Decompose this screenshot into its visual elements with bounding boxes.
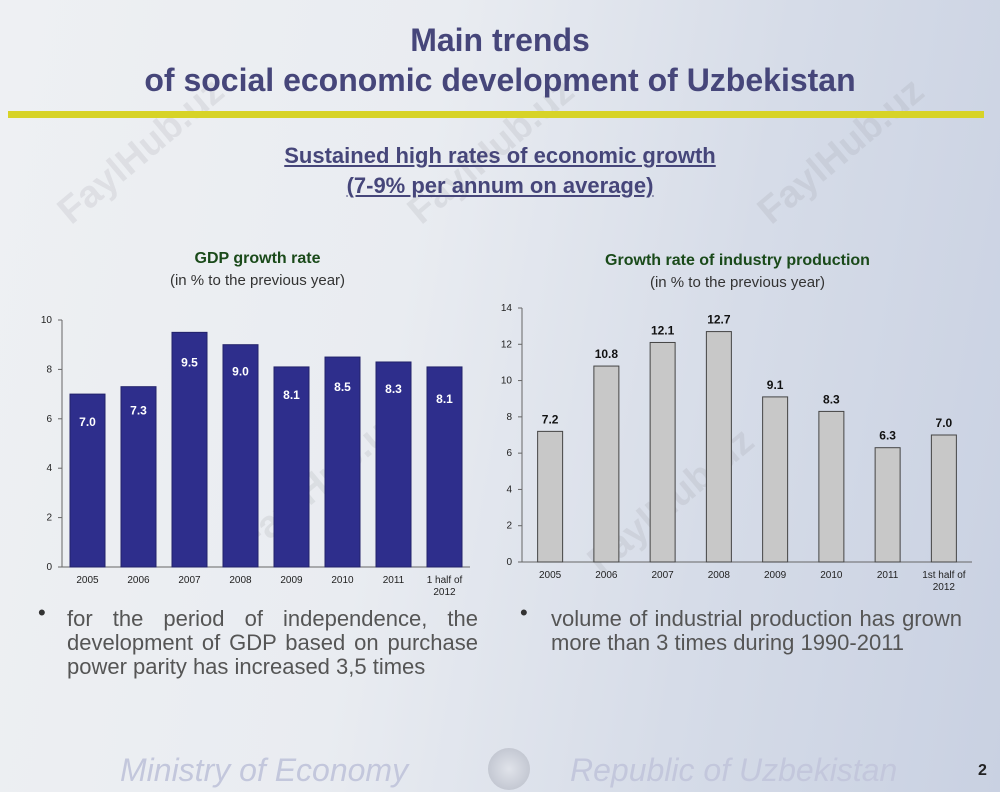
gdp-category-label: 1 half of <box>427 575 463 586</box>
industry-bar <box>593 365 620 563</box>
industry-chart-unit: (in % to the previous year) <box>649 274 826 291</box>
gdp-chart-unit: (in % to the previous year) <box>169 272 346 289</box>
industry-y-tick-label: 10 <box>501 376 513 387</box>
gdp-bar <box>375 361 412 568</box>
gdp-value-label: 8.1 <box>436 392 453 406</box>
industry-value-label: 9.1 <box>767 378 784 392</box>
industry-bar <box>762 396 789 563</box>
gdp-category-label: 2009 <box>280 575 303 586</box>
gdp-bar <box>324 356 361 568</box>
industry-y-tick-label: 0 <box>506 557 512 568</box>
industry-chart-title: Growth rate of industry production <box>605 252 870 269</box>
gdp-y-tick-label: 2 <box>46 513 52 524</box>
industry-category-label: 2012 <box>933 582 956 593</box>
page-title-line1: Main trends <box>410 22 590 58</box>
industry-category-label: 2007 <box>652 570 675 581</box>
industry-y-tick-label: 2 <box>506 521 512 532</box>
bullet-left: for the period of independence, the deve… <box>67 606 478 679</box>
industry-bar <box>818 410 845 563</box>
state-emblem-icon <box>488 748 530 790</box>
page-title-line2: of social economic development of Uzbeki… <box>144 62 856 98</box>
industry-value-label: 10.8 <box>595 347 619 361</box>
gdp-bar <box>222 344 259 568</box>
industry-value-label: 8.3 <box>823 392 840 406</box>
gdp-value-label: 8.5 <box>334 380 351 394</box>
gdp-y-tick-label: 8 <box>46 364 52 375</box>
gdp-value-label: 9.5 <box>181 355 198 369</box>
gdp-value-label: 9.0 <box>232 365 249 379</box>
industry-value-label: 12.7 <box>707 313 731 327</box>
gdp-bar <box>426 366 463 568</box>
industry-category-label: 2005 <box>539 570 562 581</box>
industry-category-label: 2011 <box>877 570 899 581</box>
gdp-y-tick-label: 0 <box>46 562 52 573</box>
gdp-chart: 0 2 4 6 8 10 7.0 2005 7.3 2006 9.5 2007 9.0 2008 8.1 20… <box>41 315 470 598</box>
industry-category-label: 2006 <box>595 570 618 581</box>
industry-value-label: 7.0 <box>936 416 953 430</box>
gdp-category-label: 2011 <box>383 575 405 586</box>
industry-category-label: 2008 <box>708 570 731 581</box>
industry-y-tick-label: 4 <box>506 484 512 495</box>
gdp-y-tick-label: 4 <box>46 463 52 474</box>
industry-value-label: 7.2 <box>542 412 559 426</box>
industry-y-tick-label: 8 <box>506 412 512 423</box>
industry-category-label: 2009 <box>764 570 787 581</box>
industry-bar <box>874 447 901 563</box>
gdp-value-label: 7.3 <box>130 404 147 418</box>
bullet-marker-right: • <box>520 600 528 625</box>
industry-y-tick-label: 6 <box>506 448 512 459</box>
industry-category-label: 2010 <box>820 570 843 581</box>
gdp-bar <box>120 386 157 568</box>
industry-bar <box>537 430 564 563</box>
gdp-y-tick-label: 10 <box>41 315 53 326</box>
footer-ministry: Ministry of Economy <box>120 752 409 788</box>
bullet-right: volume of industrial production has grow… <box>551 606 962 655</box>
gdp-category-label: 2008 <box>229 575 252 586</box>
gdp-category-label: 2007 <box>178 575 201 586</box>
title-divider <box>8 111 984 118</box>
gdp-value-label: 7.0 <box>79 415 96 429</box>
gdp-category-label: 2006 <box>127 575 150 586</box>
industry-value-label: 12.1 <box>651 323 675 337</box>
industry-category-label: 1st half of <box>922 570 966 581</box>
industry-chart: 0 2 4 6 8 10 12 14 7.2 2005 10.8 2006 12.1 2007 12.7 20… <box>501 303 972 593</box>
industry-bar <box>930 434 957 563</box>
industry-y-tick-label: 12 <box>501 339 513 350</box>
page-number: 2 <box>978 762 987 779</box>
gdp-chart-title: GDP growth rate <box>194 250 321 267</box>
gdp-bar <box>171 331 208 568</box>
bullet-marker-left: • <box>38 600 46 625</box>
gdp-bar <box>273 366 310 568</box>
gdp-value-label: 8.3 <box>385 382 402 396</box>
industry-bar <box>649 341 676 563</box>
industry-value-label: 6.3 <box>879 429 896 443</box>
industry-bar <box>705 331 732 563</box>
gdp-y-tick-label: 6 <box>46 414 52 425</box>
gdp-value-label: 8.1 <box>283 388 300 402</box>
gdp-category-label: 2005 <box>76 575 99 586</box>
footer-republic: Republic of Uzbekistan <box>570 752 898 788</box>
gdp-category-label: 2012 <box>433 587 456 598</box>
gdp-bar <box>69 393 106 568</box>
subtitle-line1: Sustained high rates of economic growth <box>284 143 716 168</box>
industry-y-tick-label: 14 <box>501 303 513 314</box>
gdp-category-label: 2010 <box>331 575 354 586</box>
subtitle-line2: (7-9% per annum on average) <box>346 173 654 198</box>
